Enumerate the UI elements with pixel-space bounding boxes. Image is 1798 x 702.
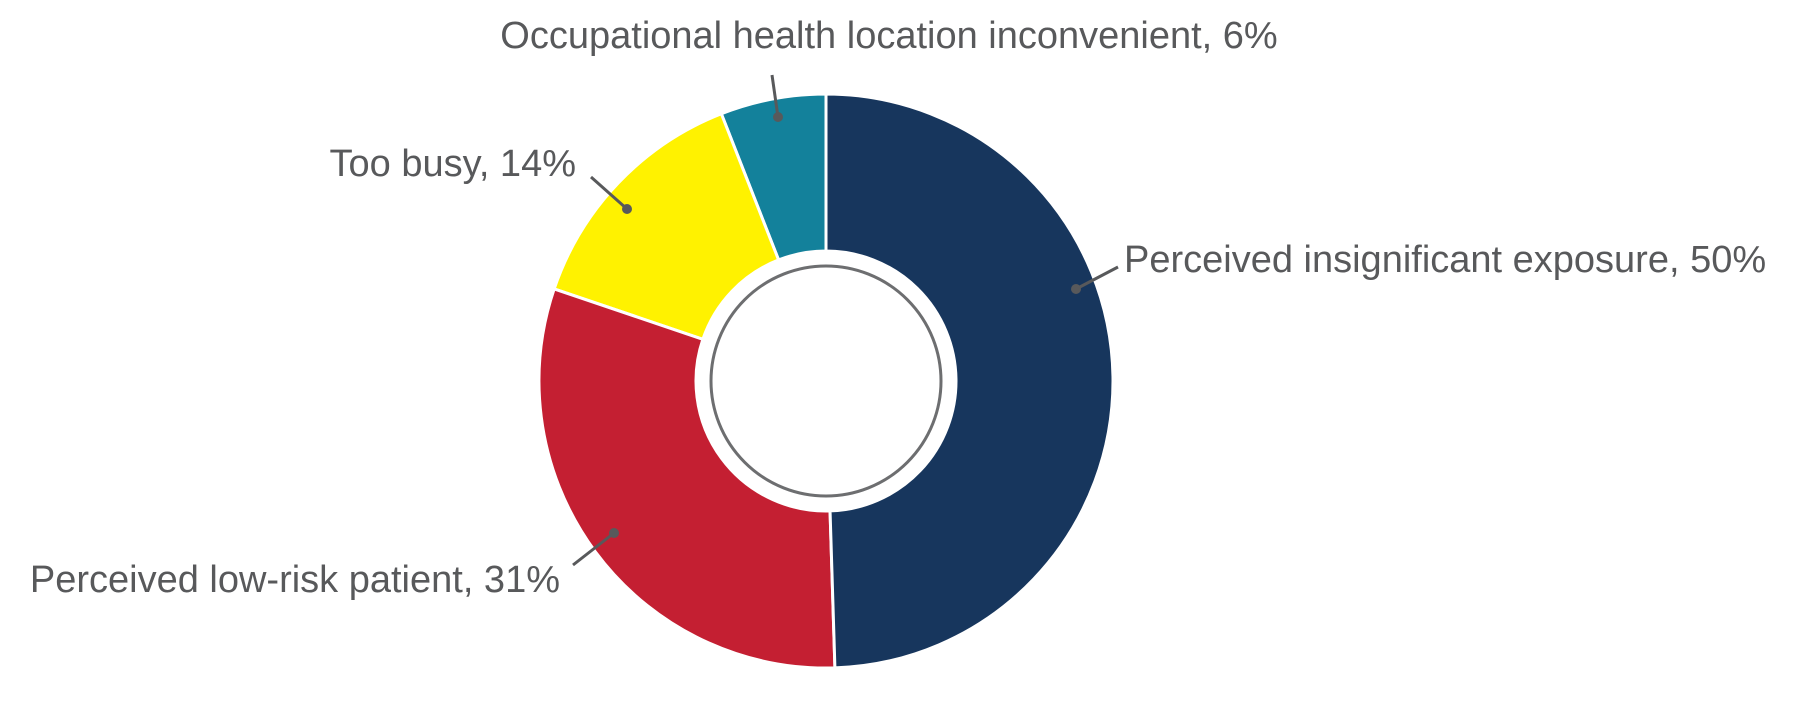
data-label: Perceived insignificant exposure, 50% <box>1124 239 1766 281</box>
donut-segment <box>824 92 1115 670</box>
inner-ring <box>709 264 943 498</box>
data-label: Too busy, 14% <box>330 143 576 185</box>
data-label: Perceived low-risk patient, 31% <box>30 559 560 601</box>
leader-dot <box>622 204 632 214</box>
donut-segment <box>552 111 781 342</box>
leader-dot <box>773 112 783 122</box>
leader-line <box>1075 265 1119 291</box>
leader-dot <box>609 528 619 538</box>
leader-dot <box>1071 284 1081 294</box>
donut-segment <box>537 287 837 670</box>
leader-line <box>590 175 628 211</box>
data-label: Occupational health location inconvenien… <box>500 15 1277 57</box>
leader-line <box>572 531 615 567</box>
leader-line <box>770 74 780 118</box>
